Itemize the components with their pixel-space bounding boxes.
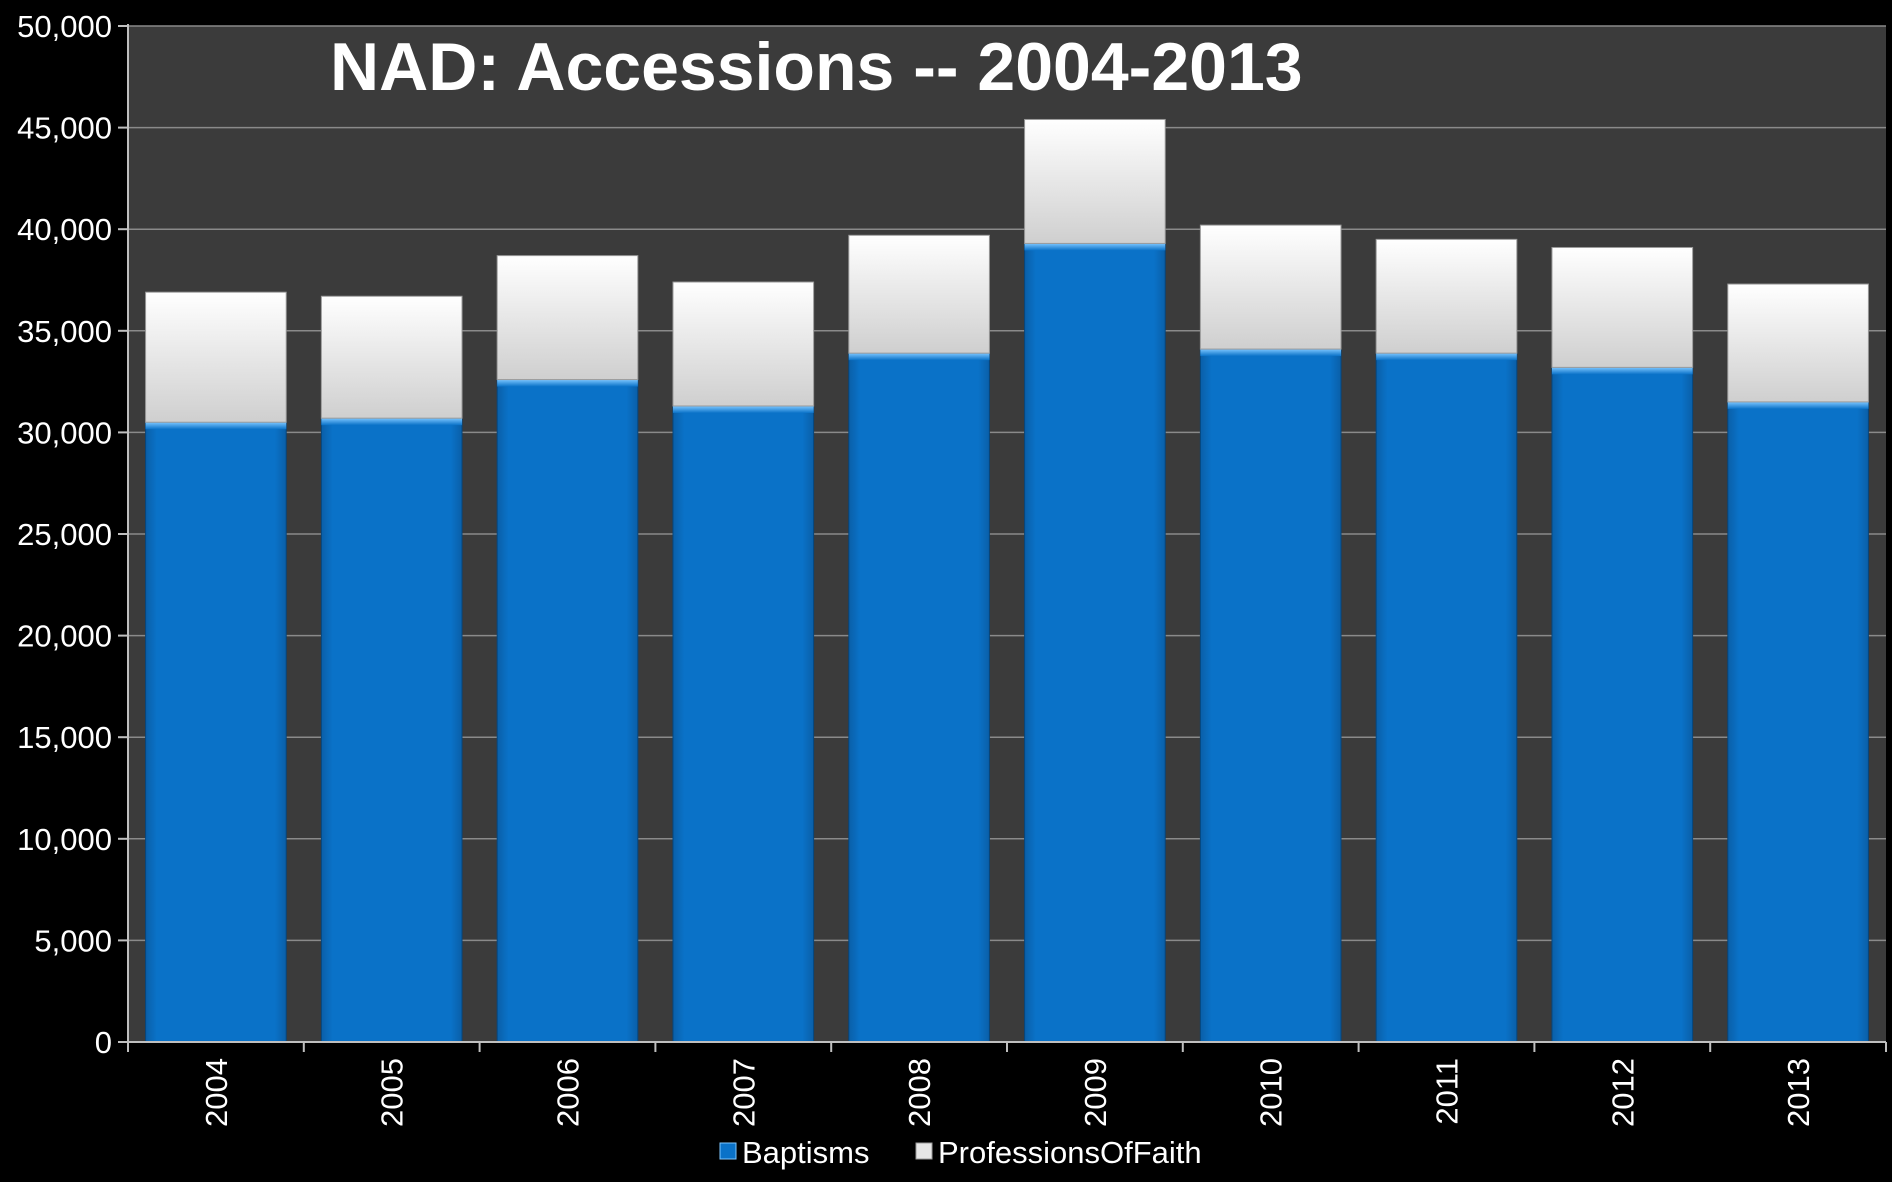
x-tick-label: 2012	[1605, 1058, 1640, 1127]
bar-baptisms-2008	[848, 352, 990, 1043]
y-tick-label: 30,000	[17, 415, 112, 450]
bar-baptisms-highlight-2006	[497, 379, 638, 387]
bar-professions-2008	[848, 234, 990, 354]
x-tick-label: 2006	[551, 1058, 586, 1127]
bar-baptisms-highlight-2005	[321, 418, 463, 426]
y-tick-label: 0	[95, 1025, 112, 1060]
y-tick-label: 25,000	[17, 517, 112, 552]
bar-professions-2004	[145, 291, 287, 423]
bar-baptisms-highlight-2012	[1551, 367, 1693, 375]
x-tick-label: 2009	[1078, 1058, 1113, 1127]
axes: 0 5,000 10,000 15,000 20,000 25,000 30,000 35,0…	[17, 9, 1887, 1127]
y-tick-label: 5,000	[34, 923, 112, 958]
x-tick-label: 2004	[199, 1058, 234, 1127]
bar-baptisms-2013	[1727, 401, 1869, 1043]
bar-baptisms-2004	[145, 421, 287, 1043]
y-tick-label: 20,000	[17, 619, 112, 654]
bar-baptisms-highlight-2007	[672, 405, 814, 413]
bar-professions-2007	[672, 281, 815, 407]
bar-baptisms-2012	[1551, 366, 1694, 1043]
y-tick-label: 40,000	[17, 212, 112, 247]
bar-baptisms-2009	[1024, 242, 1166, 1043]
bars	[145, 118, 1869, 1043]
bar-professions-2013	[1727, 283, 1869, 403]
legend-swatch-baptisms	[719, 1142, 737, 1160]
bar-baptisms-2006	[496, 379, 639, 1043]
bar-baptisms-2011	[1375, 352, 1518, 1043]
x-tick-label: 2013	[1781, 1058, 1816, 1127]
y-tick-label: 15,000	[17, 720, 112, 755]
bar-baptisms-highlight-2010	[1200, 349, 1342, 357]
legend: Baptisms ProfessionsOfFaith	[719, 1135, 1202, 1170]
y-tick-label: 35,000	[17, 314, 112, 349]
bar-baptisms-2005	[320, 417, 463, 1043]
bar-baptisms-2010	[1199, 348, 1342, 1043]
legend-label-professionsoffaith: ProfessionsOfFaith	[938, 1135, 1202, 1170]
legend-swatch-professionsoffaith	[915, 1142, 933, 1160]
y-tick-label: 10,000	[17, 822, 112, 857]
y-tick-label: 45,000	[17, 111, 112, 146]
bar-professions-2012	[1551, 246, 1694, 368]
x-tick-label: 2008	[902, 1058, 937, 1127]
bar-baptisms-highlight-2008	[848, 353, 990, 361]
bar-professions-2005	[320, 295, 463, 419]
x-tick-label: 2011	[1430, 1058, 1465, 1125]
bar-professions-2011	[1375, 238, 1518, 354]
bar-professions-2009	[1024, 118, 1166, 244]
y-tick-label: 50,000	[17, 9, 112, 44]
bar-baptisms-highlight-2004	[145, 422, 287, 430]
x-tick-label: 2010	[1254, 1058, 1289, 1127]
x-tick-label: 2007	[726, 1058, 761, 1127]
bar-professions-2010	[1199, 224, 1342, 350]
bar-baptisms-highlight-2013	[1727, 401, 1869, 409]
legend-label-baptisms: Baptisms	[742, 1135, 869, 1170]
x-tick-label: 2005	[375, 1058, 410, 1127]
bar-baptisms-highlight-2011	[1376, 353, 1517, 361]
bar-professions-2006	[496, 255, 639, 381]
bar-baptisms-highlight-2009	[1024, 243, 1166, 251]
bar-baptisms-2007	[672, 405, 815, 1043]
chart-title: NAD: Accessions -- 2004-2013	[330, 29, 1303, 105]
